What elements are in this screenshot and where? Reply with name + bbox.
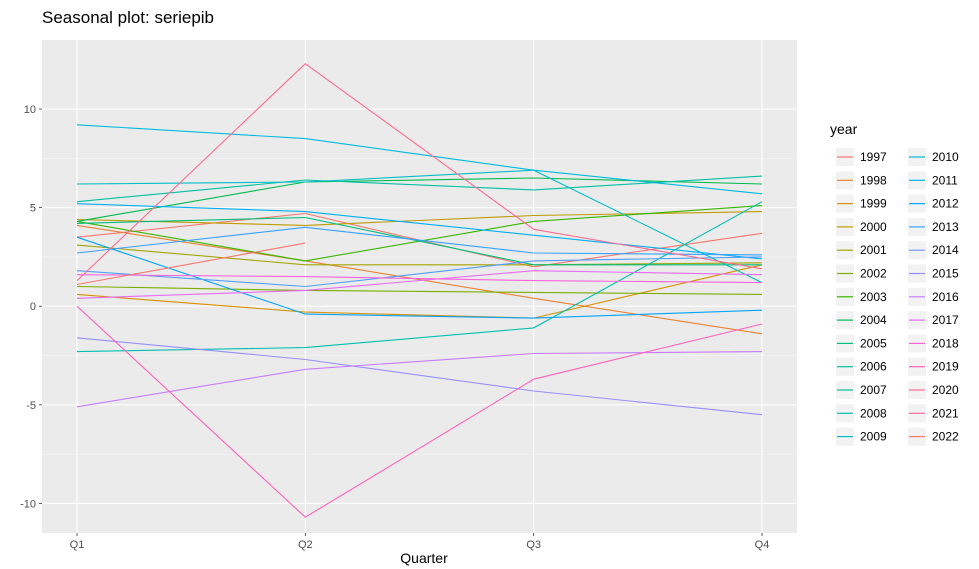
y-tick-label: 0: [30, 301, 36, 313]
legend-label-2022: 2022: [932, 430, 959, 444]
legend-label-2005: 2005: [860, 336, 887, 350]
x-tick-label: Q2: [298, 539, 313, 551]
x-tick-label: Q3: [526, 539, 541, 551]
series-line-2006: [76, 175, 763, 203]
legend-label-1998: 1998: [860, 173, 887, 187]
series-line-2008: [76, 124, 763, 195]
series-line-2001: [76, 244, 763, 266]
chart-title: Seasonal plot: seriepib: [42, 8, 214, 27]
legend-label-2018: 2018: [932, 336, 959, 350]
legend-label-2002: 2002: [860, 267, 887, 281]
x-axis-title: Quarter: [400, 550, 448, 566]
legend-label-2013: 2013: [932, 220, 959, 234]
y-tick-label: 10: [24, 104, 36, 116]
legend-items: 1997 1998 1999 2000 2001 2002 2003 2004 2005 2006…: [836, 148, 959, 446]
legend-label-2014: 2014: [932, 243, 959, 257]
legend: year 1997 1998 1999 2000 2001 2002 2003 2004 200…: [822, 121, 975, 457]
legend-label-2004: 2004: [860, 313, 887, 327]
series-line-1998: [76, 224, 763, 335]
x-axis: Q1 Q2 Q3 Q4: [70, 533, 770, 551]
legend-label-2007: 2007: [860, 383, 887, 397]
legend-label-1997: 1997: [860, 150, 887, 164]
major-gridlines: [42, 40, 797, 533]
plot-panel: [42, 40, 797, 533]
series-line-2009: [76, 203, 763, 260]
legend-label-2003: 2003: [860, 290, 887, 304]
legend-label-2020: 2020: [932, 383, 959, 397]
legend-label-2017: 2017: [932, 313, 959, 327]
y-tick-label: -5: [26, 400, 36, 412]
legend-label-2001: 2001: [860, 243, 887, 257]
series-line-2007: [76, 169, 763, 284]
legend-label-2015: 2015: [932, 267, 959, 281]
x-tick-label: Q4: [755, 539, 770, 551]
series-line-2013: [76, 256, 763, 288]
legend-label-2010: 2010: [932, 150, 959, 164]
legend-label-1999: 1999: [860, 197, 887, 211]
legend-label-2021: 2021: [932, 406, 959, 420]
y-tick-label: -10: [20, 498, 36, 510]
series-line-2017: [76, 274, 763, 284]
legend-title: year: [830, 121, 858, 137]
series-line-2014: [76, 337, 763, 416]
x-tick-label: Q1: [70, 539, 85, 551]
series-line-2018: [76, 305, 763, 518]
legend-label-2008: 2008: [860, 406, 887, 420]
y-tick-label: 5: [30, 203, 36, 215]
legend-label-2009: 2009: [860, 430, 887, 444]
series-line-2015: [76, 351, 763, 408]
legend-label-2011: 2011: [932, 173, 958, 187]
series-line-2002: [76, 285, 763, 295]
y-axis: -10 -5 0 5 10: [20, 104, 42, 510]
series-line-2019: [76, 62, 763, 281]
series-line-1999: [76, 264, 763, 319]
legend-label-2006: 2006: [860, 360, 887, 374]
legend-label-2016: 2016: [932, 290, 959, 304]
series-line-2011: [76, 201, 763, 353]
series-line-2010: [76, 226, 763, 256]
series-line-2016: [76, 270, 763, 299]
minor-gridlines: [42, 158, 797, 455]
series-line-2020: [76, 242, 306, 286]
series-line-2004: [76, 177, 763, 222]
legend-label-2019: 2019: [932, 360, 959, 374]
series-layer: [76, 62, 763, 518]
legend-label-2000: 2000: [860, 220, 887, 234]
legend-label-2012: 2012: [932, 197, 959, 211]
